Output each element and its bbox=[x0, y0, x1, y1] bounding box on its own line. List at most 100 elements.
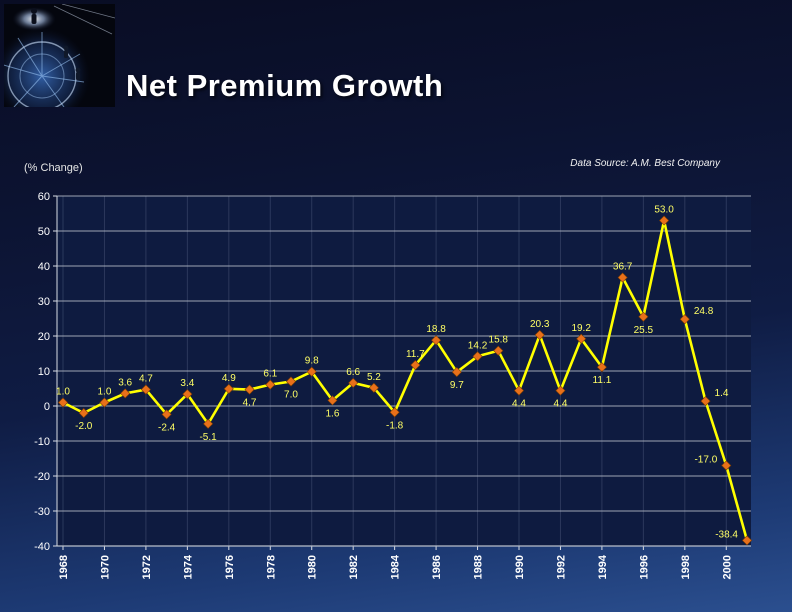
y-axis-label: -10 bbox=[34, 436, 50, 448]
data-label: 11.7 bbox=[406, 349, 425, 360]
data-point-marker bbox=[223, 383, 234, 394]
data-point-marker bbox=[534, 329, 545, 340]
data-label: 1.6 bbox=[326, 408, 340, 419]
decorative-image bbox=[4, 4, 115, 107]
data-label: 4.7 bbox=[243, 398, 257, 409]
wheel-glow bbox=[4, 28, 90, 107]
data-point-marker bbox=[555, 385, 566, 396]
y-axis-label: 30 bbox=[38, 296, 50, 308]
data-point-marker bbox=[161, 409, 172, 420]
x-axis-label: 1986 bbox=[431, 555, 443, 579]
y-axis-label: 10 bbox=[38, 366, 50, 378]
data-label: -17.0 bbox=[694, 455, 717, 466]
decorative-image-graphic bbox=[4, 4, 115, 107]
data-point-marker bbox=[721, 460, 732, 471]
x-axis-label: 1988 bbox=[473, 555, 485, 579]
data-label: 9.8 bbox=[305, 356, 319, 367]
data-point-marker bbox=[57, 397, 69, 408]
data-label: 4.4 bbox=[512, 399, 526, 410]
data-label: 1.0 bbox=[98, 387, 112, 398]
data-label: -2.0 bbox=[75, 421, 93, 432]
data-point-marker bbox=[203, 418, 214, 429]
wheel-inner-rim bbox=[19, 53, 65, 99]
data-point-marker bbox=[700, 396, 711, 407]
data-source-note: Data Source: A.M. Best Company bbox=[570, 158, 720, 169]
data-point-marker bbox=[741, 535, 753, 546]
data-point-marker bbox=[244, 384, 255, 395]
data-label: 4.9 bbox=[222, 373, 236, 384]
data-point-marker bbox=[306, 366, 317, 377]
x-axis-label: 1970 bbox=[99, 555, 111, 579]
data-label: 19.2 bbox=[571, 323, 591, 334]
y-axis-label: -30 bbox=[34, 506, 50, 518]
data-label: 20.3 bbox=[530, 319, 550, 330]
y-axis-label: -40 bbox=[34, 541, 50, 553]
x-axis-label: 1992 bbox=[555, 555, 567, 579]
slide-title: Net Premium Growth bbox=[126, 68, 444, 103]
data-label: 15.8 bbox=[489, 335, 509, 346]
data-point-marker bbox=[659, 215, 670, 226]
data-point-marker bbox=[265, 379, 276, 390]
data-point-marker bbox=[389, 407, 400, 418]
data-point-marker bbox=[596, 362, 607, 373]
data-point-marker bbox=[348, 377, 359, 388]
data-label: -38.4 bbox=[715, 529, 738, 540]
data-point-marker bbox=[431, 335, 442, 346]
x-axis-label: 1994 bbox=[597, 554, 609, 579]
data-label: 7.0 bbox=[284, 390, 298, 401]
light-streaks bbox=[53, 4, 115, 35]
data-point-marker bbox=[285, 376, 297, 387]
data-point-marker bbox=[99, 397, 110, 408]
data-label: 18.8 bbox=[426, 324, 446, 335]
x-axis-label: 1978 bbox=[265, 555, 277, 579]
data-point-marker bbox=[638, 311, 649, 322]
data-point-marker bbox=[679, 314, 690, 325]
x-axis-label: 1984 bbox=[390, 554, 402, 579]
data-point-marker bbox=[140, 384, 151, 395]
x-axis-label: 1990 bbox=[514, 555, 526, 579]
x-axis-label: 1976 bbox=[224, 555, 236, 579]
data-label: 11.1 bbox=[593, 375, 612, 386]
data-label: 3.6 bbox=[118, 377, 132, 388]
data-label: 4.4 bbox=[554, 399, 568, 410]
data-point-marker bbox=[120, 388, 131, 399]
data-label: 14.2 bbox=[468, 340, 488, 351]
data-label: -1.8 bbox=[386, 420, 404, 431]
figure-silhouettes-rim bbox=[63, 45, 81, 80]
x-axis-label: 2000 bbox=[721, 555, 733, 579]
data-point-marker bbox=[368, 382, 379, 393]
data-label: -5.1 bbox=[199, 432, 217, 443]
data-label: 53.0 bbox=[654, 205, 674, 216]
x-axis-label: 1974 bbox=[182, 554, 194, 579]
y-axis-label: 60 bbox=[38, 191, 50, 203]
data-label: 5.2 bbox=[367, 372, 381, 383]
data-label: 36.7 bbox=[613, 262, 633, 273]
x-axis-label: 1996 bbox=[638, 555, 650, 579]
x-axis-label: 1972 bbox=[141, 555, 153, 579]
data-point-marker bbox=[472, 351, 483, 362]
data-point-marker bbox=[451, 367, 462, 378]
data-label: 24.8 bbox=[694, 306, 714, 317]
data-label: 3.4 bbox=[180, 378, 194, 389]
x-axis-label: 1998 bbox=[680, 555, 692, 579]
data-label: 1.4 bbox=[715, 388, 729, 399]
data-label: 6.1 bbox=[263, 369, 277, 380]
y-axis-label: 20 bbox=[38, 331, 50, 343]
data-point-marker bbox=[576, 333, 587, 344]
data-point-marker bbox=[78, 407, 89, 419]
data-label: 4.7 bbox=[139, 374, 153, 385]
data-point-marker bbox=[182, 389, 193, 400]
y-axis-label: 0 bbox=[44, 401, 50, 413]
data-point-marker bbox=[410, 360, 421, 371]
y-axis-label: -20 bbox=[34, 471, 50, 483]
x-axis-label: 1968 bbox=[58, 555, 70, 579]
axis-units-note: (% Change) bbox=[24, 162, 83, 174]
y-axis-label: 50 bbox=[38, 226, 50, 238]
data-label: 25.5 bbox=[634, 325, 654, 336]
data-label: -2.4 bbox=[158, 422, 176, 433]
data-label: 9.7 bbox=[450, 380, 464, 391]
x-axis-label: 1980 bbox=[307, 555, 319, 579]
x-axis-label: 1982 bbox=[348, 555, 360, 579]
